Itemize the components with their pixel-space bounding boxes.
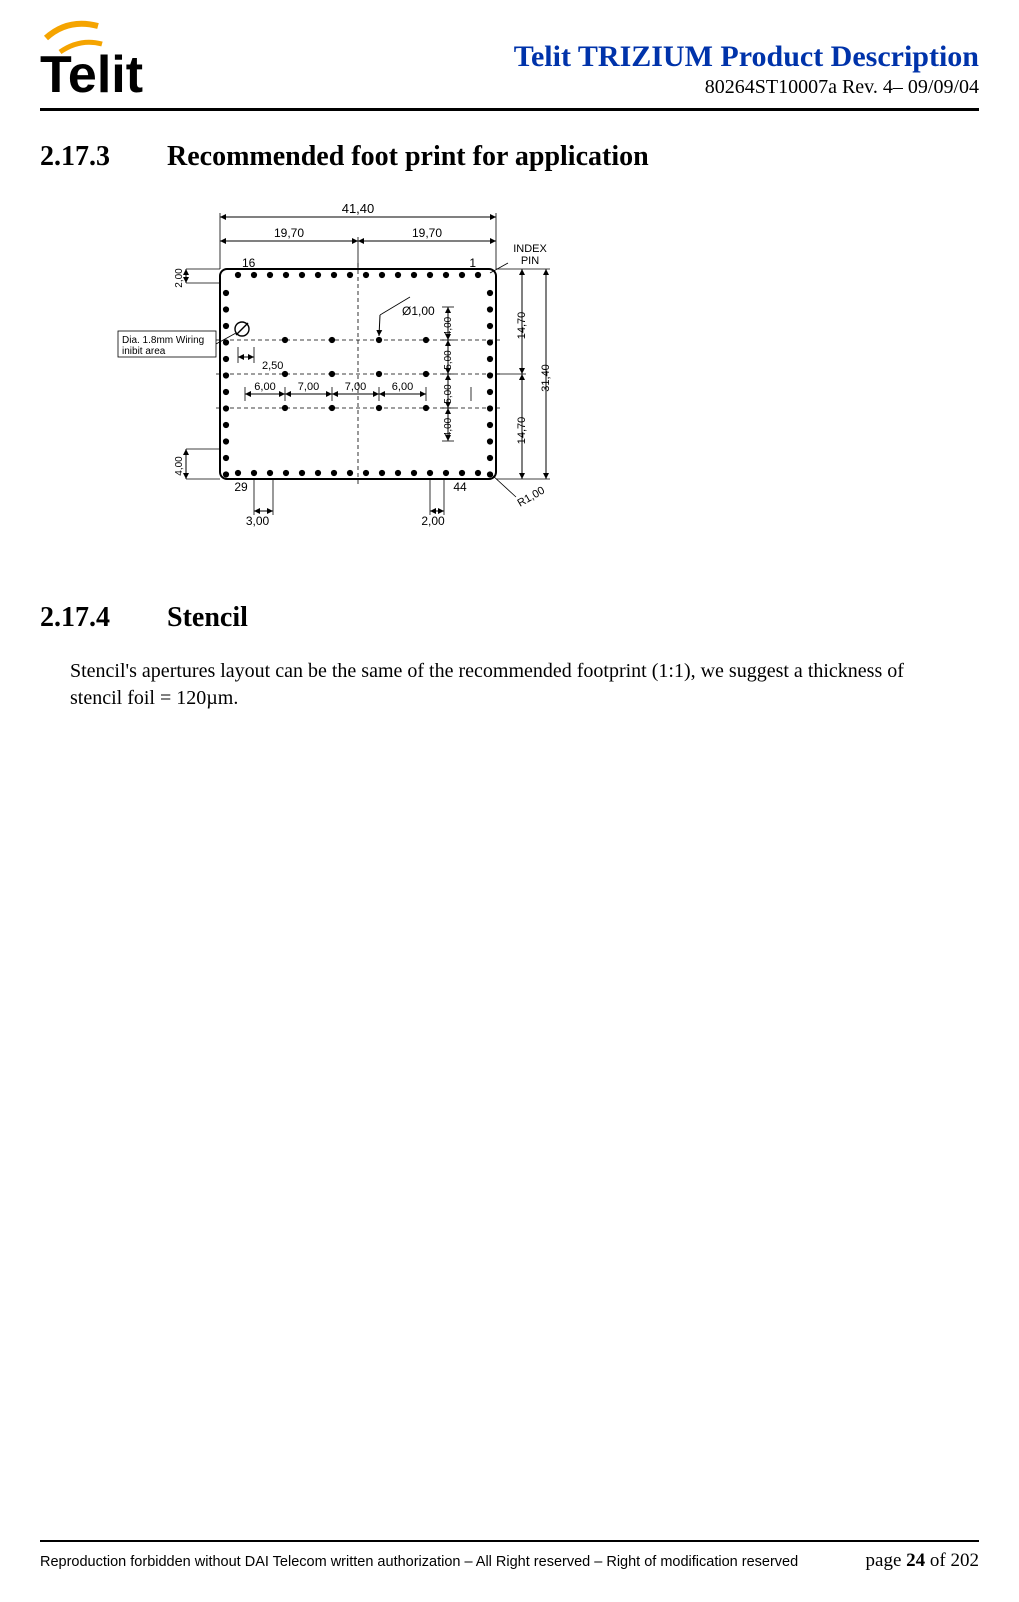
footprint-diagram: 41,40 19,70 19,70 INDEXPIN 16 1 29 44 2,00 4,00 Di…	[110, 197, 979, 542]
section-title: Recommended foot print for application	[167, 141, 649, 172]
section-number: 2.17.4	[40, 602, 160, 634]
page-footer: Reproduction forbidden without DAI Telec…	[40, 1540, 979, 1572]
document-title: Telit TRIZIUM Product Description	[514, 40, 979, 74]
svg-text:41,40: 41,40	[342, 201, 375, 216]
svg-text:3,00: 3,00	[246, 514, 270, 528]
svg-text:14,70: 14,70	[516, 312, 528, 340]
svg-text:2,50: 2,50	[262, 360, 283, 372]
svg-text:7,00: 7,00	[345, 381, 366, 393]
header-text-block: Telit TRIZIUM Product Description 80264S…	[514, 20, 979, 99]
svg-text:4,00: 4,00	[174, 456, 185, 476]
svg-text:19,70: 19,70	[274, 226, 304, 240]
section-number: 2.17.3	[40, 141, 160, 173]
svg-text:7,00: 7,00	[298, 381, 319, 393]
svg-text:4,00: 4,00	[443, 417, 454, 437]
svg-text:R1,00: R1,00	[516, 485, 547, 510]
page-header: Telit Telit TRIZIUM Product Description …	[40, 20, 979, 111]
svg-text:44: 44	[453, 480, 467, 494]
svg-text:2,00: 2,00	[174, 268, 185, 288]
svg-text:14,70: 14,70	[516, 417, 528, 445]
svg-text:Dia. 1.8mm Wiringinibit area: Dia. 1.8mm Wiringinibit area	[122, 335, 204, 357]
logo-text: Telit	[40, 46, 143, 104]
svg-text:5,00: 5,00	[443, 350, 454, 370]
svg-text:16: 16	[242, 256, 256, 270]
svg-text:6,00: 6,00	[392, 381, 413, 393]
section-heading-footprint: 2.17.3 Recommended foot print for applic…	[40, 141, 979, 173]
section-title: Stencil	[167, 602, 248, 633]
svg-text:1: 1	[469, 256, 476, 270]
svg-text:2,00: 2,00	[421, 514, 445, 528]
footer-copyright: Reproduction forbidden without DAI Telec…	[40, 1554, 798, 1570]
footer-page-number: page 24 of 202	[866, 1550, 979, 1572]
svg-text:Ø1,00: Ø1,00	[402, 304, 435, 318]
svg-text:5,00: 5,00	[443, 384, 454, 404]
svg-text:29: 29	[234, 480, 248, 494]
document-reference: 80264ST10007a Rev. 4– 09/09/04	[514, 76, 979, 99]
svg-text:19,70: 19,70	[412, 226, 442, 240]
svg-text:4,00: 4,00	[443, 316, 454, 336]
telit-logo: Telit	[40, 20, 220, 100]
svg-text:31,40: 31,40	[540, 364, 552, 392]
svg-text:6,00: 6,00	[254, 381, 275, 393]
stencil-body-text: Stencil's apertures layout can be the sa…	[70, 658, 959, 712]
section-heading-stencil: 2.17.4 Stencil	[40, 602, 979, 634]
svg-text:INDEXPIN: INDEXPIN	[513, 243, 547, 267]
